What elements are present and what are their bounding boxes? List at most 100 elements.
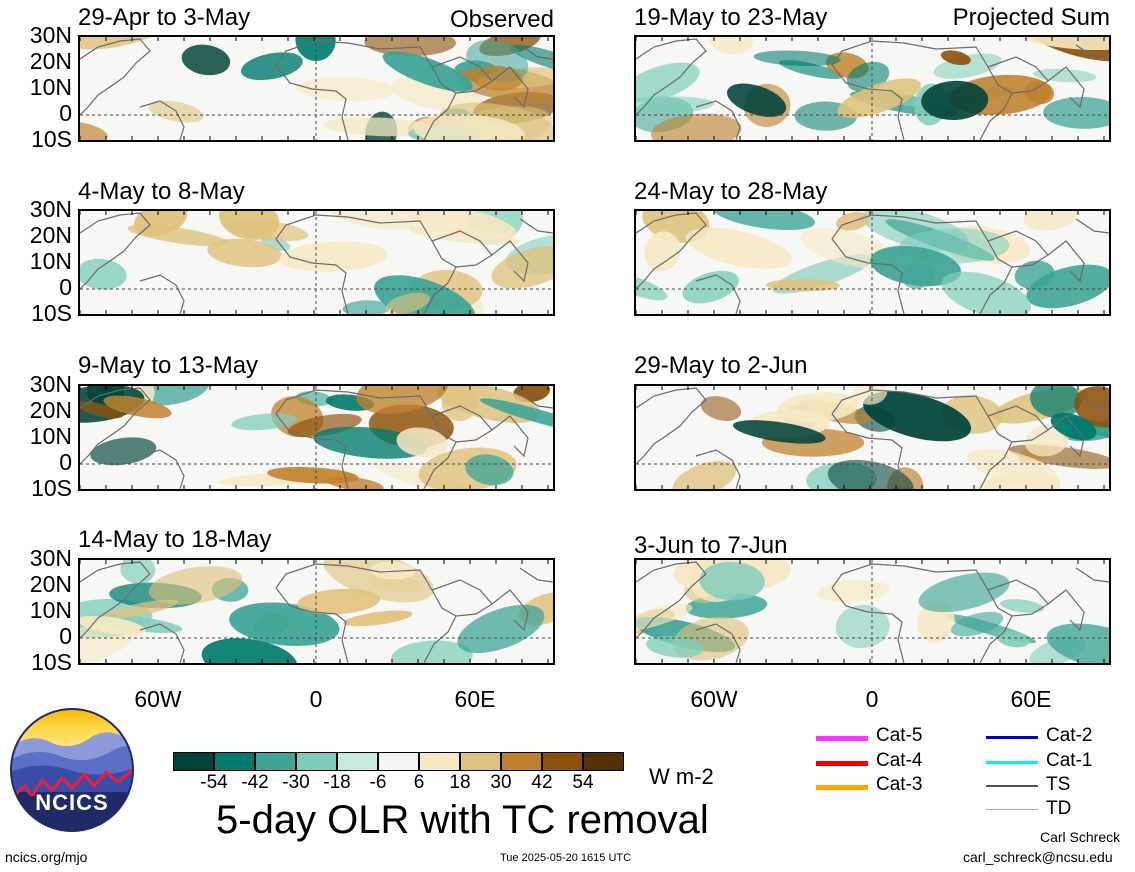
colorbar-swatch	[337, 752, 378, 771]
anomaly-blob	[322, 117, 436, 137]
colorbar-label: -18	[323, 772, 351, 793]
anomaly-blob	[465, 454, 514, 486]
coastline	[636, 38, 707, 116]
colorbar-swatch	[542, 752, 583, 771]
anomaly-blob	[364, 37, 456, 57]
coastline	[519, 393, 553, 409]
anomaly-blob	[1032, 68, 1097, 83]
anomaly-blob	[941, 271, 1031, 314]
coastline	[1075, 218, 1109, 234]
legend-line	[986, 761, 1038, 764]
anomaly-blob	[296, 77, 395, 102]
lat-label: 30N	[29, 196, 72, 222]
coastline	[831, 587, 905, 663]
coastline	[139, 449, 185, 489]
coastline	[139, 100, 185, 140]
anomaly-blob	[405, 211, 516, 240]
legend-line	[816, 736, 868, 741]
lat-label: 30N	[29, 22, 72, 48]
anomaly-blob	[732, 420, 826, 444]
anomaly-blob	[231, 413, 297, 431]
anomaly-blob	[753, 50, 841, 67]
colorbar-swatch	[583, 752, 624, 771]
olr-map	[634, 558, 1111, 665]
olr-field	[80, 37, 553, 140]
legend-label: TS	[1046, 774, 1071, 795]
anomaly-blob	[1000, 599, 1045, 613]
olr-field	[636, 211, 1109, 314]
anomaly-blob	[1023, 211, 1078, 231]
coastline	[987, 230, 1049, 268]
anomaly-blob	[80, 121, 108, 140]
coastline	[1075, 44, 1109, 60]
coastline	[275, 214, 457, 314]
coastline	[431, 405, 493, 443]
anomaly-blob	[777, 392, 859, 423]
anomaly-blob	[1043, 96, 1109, 129]
anomaly-blob	[80, 258, 127, 290]
lat-label: 0	[59, 274, 72, 300]
colorbar-units: W m-2	[649, 764, 714, 789]
coastline	[139, 274, 185, 314]
coastline	[636, 561, 707, 639]
anomaly-blob	[396, 427, 448, 458]
anomaly-blob	[201, 638, 298, 663]
coastline	[275, 413, 349, 489]
legend-label: TD	[1046, 798, 1072, 819]
coastline	[1047, 589, 1085, 632]
anomaly-blob	[636, 62, 700, 103]
anomaly-blob	[356, 386, 449, 414]
anomaly-blob	[1014, 260, 1055, 289]
coastline	[275, 64, 349, 140]
olr-field	[636, 386, 1109, 489]
coastline	[695, 623, 741, 663]
main-title: 5-day OLR with TC removal	[216, 798, 709, 842]
anomaly-blob	[369, 561, 416, 580]
anomaly-blob	[853, 386, 888, 405]
lat-label: 0	[59, 100, 72, 126]
anomaly-blob	[1046, 623, 1109, 663]
coastline	[519, 44, 553, 60]
coastline	[1075, 393, 1109, 409]
colorbar-label: 30	[490, 772, 512, 793]
anomaly-blob	[837, 78, 921, 118]
colorbar-label: 18	[449, 772, 471, 793]
anomaly-blob	[1018, 37, 1109, 51]
anomaly-blob	[727, 83, 787, 117]
lat-label: 0	[59, 623, 72, 649]
anomaly-blob	[1024, 424, 1069, 457]
anomaly-blob	[951, 611, 1004, 637]
lon-label-60e-left: 60E	[454, 686, 496, 712]
coastline	[80, 387, 151, 465]
coastline	[636, 212, 707, 290]
coastline	[275, 238, 349, 314]
anomaly-blob	[650, 113, 742, 140]
colorbar-swatch	[378, 752, 419, 771]
coastline	[491, 240, 529, 283]
coastline	[831, 389, 1013, 489]
anomaly-blob	[127, 224, 229, 247]
anomaly-blob	[835, 604, 890, 649]
coastline	[491, 415, 529, 458]
olr-field	[80, 211, 553, 314]
anomaly-blob	[181, 44, 231, 76]
anomaly-blob	[325, 211, 428, 230]
panel-tag-projected: Projected Sum	[952, 4, 1110, 31]
anomaly-blob	[148, 566, 243, 605]
lat-label: 10S	[31, 649, 72, 675]
anomaly-blob	[207, 238, 282, 268]
coastline	[80, 561, 151, 639]
anomaly-blob	[863, 391, 972, 442]
coastline	[275, 563, 457, 663]
coastline	[491, 66, 529, 109]
colorbar-swatch	[255, 752, 296, 771]
colorbar-label: -42	[241, 772, 269, 793]
coastline	[831, 563, 1013, 663]
anomaly-blob	[240, 52, 303, 81]
legend-line	[816, 761, 868, 766]
anomaly-blob	[672, 460, 737, 489]
lat-label: 20N	[29, 397, 72, 423]
legend-line	[986, 785, 1038, 787]
legend-line	[816, 785, 868, 790]
footer-site: ncics.org/mjo	[5, 849, 88, 865]
